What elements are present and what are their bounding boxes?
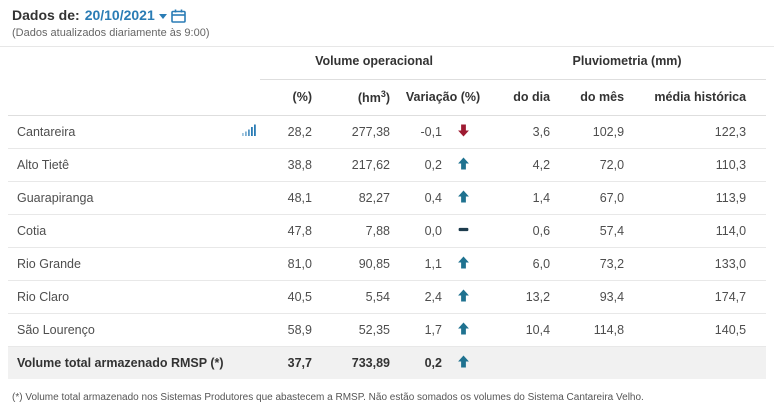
trend-down-icon <box>457 124 470 137</box>
col-header-hm3: (hm3) <box>318 79 398 116</box>
var-value: 0,2 <box>398 148 448 182</box>
pct-value: 48,1 <box>260 181 318 215</box>
update-note: (Dados atualizados diariamente às 9:00) <box>12 27 210 39</box>
rain-day-value: 3,6 <box>488 115 569 149</box>
system-name: Cotia <box>8 214 232 248</box>
date-label: Dados de: <box>12 7 80 23</box>
table-row-total: Volume total armazenado RMSP (*) 37,7 73… <box>8 346 767 379</box>
hm3-value: 82,27 <box>318 181 398 215</box>
col-header-variacao: Variação (%) <box>398 79 489 116</box>
table-row-sao-lourenco: São Lourenço 58,9 52,35 1,7 10,4 114,8 1… <box>8 313 767 347</box>
var-value: 0,0 <box>398 214 448 248</box>
reservoir-table: Volume operacional Pluviometria (mm) (%)… <box>8 47 767 379</box>
var-value: 1,7 <box>398 313 448 347</box>
hm3-value: 277,38 <box>318 115 398 149</box>
chevron-down-icon <box>158 14 167 19</box>
table-row-cantareira: Cantareira 28,2 277,38 -0,1 3,6 102,9 12… <box>8 115 767 149</box>
table-row-rio-claro: Rio Claro 40,5 5,54 2,4 13,2 93,4 174,7 <box>8 280 767 314</box>
total-pct-value: 37,7 <box>260 346 318 379</box>
hm3-value: 217,62 <box>318 148 398 182</box>
var-value: 1,1 <box>398 247 448 281</box>
col-header-media-historica: média histórica <box>644 79 767 116</box>
system-name: Rio Claro <box>8 280 232 314</box>
table-row-alto-tiete: Alto Tietê 38,8 217,62 0,2 4,2 72,0 110,… <box>8 148 767 182</box>
column-group-row: Volume operacional Pluviometria (mm) <box>8 47 767 80</box>
footnote: (*) Volume total armazenado nos Sistemas… <box>12 392 644 403</box>
bar-chart-icon[interactable] <box>242 124 256 136</box>
rain-day-value: 1,4 <box>488 181 569 215</box>
total-hm3-value: 733,89 <box>318 346 398 379</box>
system-name: Alto Tietê <box>8 148 232 182</box>
rain-day-value: 0,6 <box>488 214 569 248</box>
table-row-guarapiranga: Guarapiranga 48,1 82,27 0,4 1,4 67,0 113… <box>8 181 767 215</box>
date-picker[interactable]: 20/10/2021 <box>85 7 186 24</box>
system-name: Cantareira <box>8 115 232 149</box>
trend-up-icon <box>457 355 470 368</box>
table-row-rio-grande: Rio Grande 81,0 90,85 1,1 6,0 73,2 133,0 <box>8 247 767 281</box>
group-volume-operacional: Volume operacional <box>260 47 489 80</box>
var-value: 0,4 <box>398 181 448 215</box>
trend-up-icon <box>457 190 470 203</box>
pct-value: 38,8 <box>260 148 318 182</box>
rain-month-value: 57,4 <box>568 214 645 248</box>
rain-hist-value: 174,7 <box>644 280 767 314</box>
pct-value: 40,5 <box>260 280 318 314</box>
pct-value: 28,2 <box>260 115 318 149</box>
pct-value: 47,8 <box>260 214 318 248</box>
rain-day-value: 10,4 <box>488 313 569 347</box>
rain-month-value: 93,4 <box>568 280 645 314</box>
rain-day-value: 4,2 <box>488 148 569 182</box>
rain-month-value: 73,2 <box>568 247 645 281</box>
rain-day-value: 6,0 <box>488 247 569 281</box>
rain-month-value: 102,9 <box>568 115 645 149</box>
rain-hist-value: 140,5 <box>644 313 767 347</box>
hm3-value: 7,88 <box>318 214 398 248</box>
hm3-value: 5,54 <box>318 280 398 314</box>
hm3-value: 90,85 <box>318 247 398 281</box>
rain-hist-value: 110,3 <box>644 148 767 182</box>
rain-month-value: 72,0 <box>568 148 645 182</box>
rain-hist-value: 122,3 <box>644 115 767 149</box>
col-header-do-mes: do mês <box>568 79 645 116</box>
system-name: Rio Grande <box>8 247 232 281</box>
col-header-pct: (%) <box>260 79 318 116</box>
trend-up-icon <box>457 289 470 302</box>
trend-flat-icon <box>457 223 470 236</box>
column-header-row: (%) (hm3) Variação (%) do dia do mês méd… <box>8 79 767 116</box>
system-name: São Lourenço <box>8 313 232 347</box>
rain-hist-value: 114,0 <box>644 214 767 248</box>
rain-day-value: 13,2 <box>488 280 569 314</box>
total-var-value: 0,2 <box>398 346 448 379</box>
table-row-cotia: Cotia 47,8 7,88 0,0 0,6 57,4 114,0 <box>8 214 767 248</box>
var-value: 2,4 <box>398 280 448 314</box>
date-value[interactable]: 20/10/2021 <box>84 7 155 23</box>
system-name: Guarapiranga <box>8 181 232 215</box>
rain-hist-value: 133,0 <box>644 247 767 281</box>
trend-up-icon <box>457 256 470 269</box>
hm3-value: 52,35 <box>318 313 398 347</box>
var-value: -0,1 <box>398 115 448 149</box>
trend-up-icon <box>457 157 470 170</box>
group-pluviometria: Pluviometria (mm) <box>488 47 767 80</box>
rain-month-value: 67,0 <box>568 181 645 215</box>
rain-month-value: 114,8 <box>568 313 645 347</box>
calendar-icon[interactable] <box>170 9 186 23</box>
total-label: Volume total armazenado RMSP (*) <box>8 346 232 379</box>
col-header-do-dia: do dia <box>488 79 569 116</box>
pct-value: 81,0 <box>260 247 318 281</box>
rain-hist-value: 113,9 <box>644 181 767 215</box>
page-header: Dados de: 20/10/2021 (Dados atualizados … <box>0 0 774 47</box>
pct-value: 58,9 <box>260 313 318 347</box>
trend-up-icon <box>457 322 470 335</box>
